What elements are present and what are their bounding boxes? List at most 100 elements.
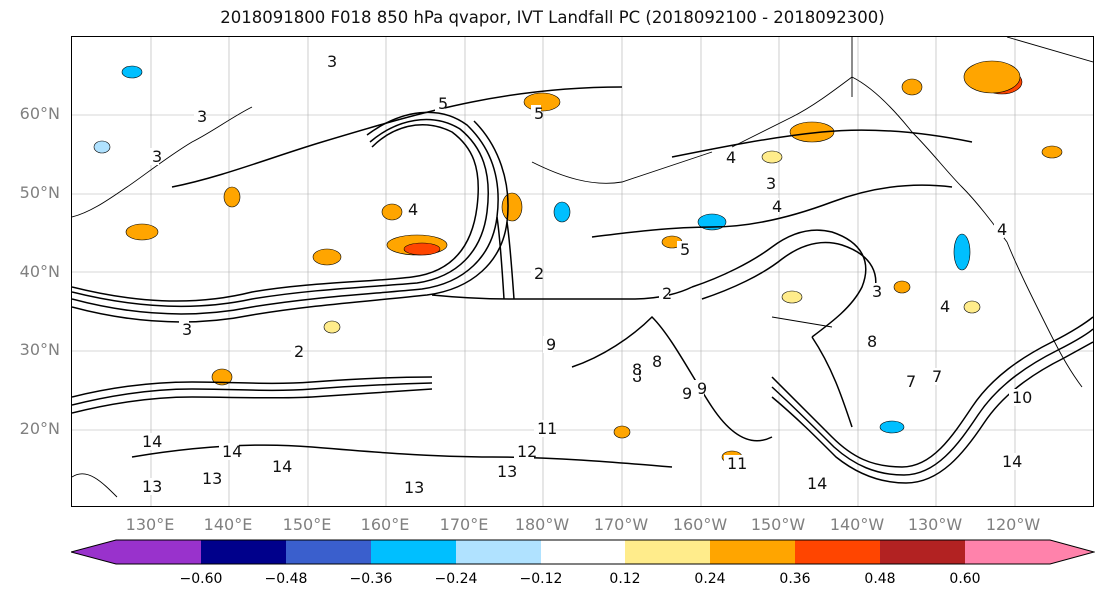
colorbar-segment <box>965 540 1050 564</box>
contour-label: 13 <box>142 477 162 496</box>
anomaly-patch <box>963 300 981 314</box>
contour-label-bg <box>629 361 639 378</box>
contour-label: 3 <box>182 320 192 339</box>
anomaly-patch <box>1041 145 1063 159</box>
colorbar-extend-min <box>71 540 116 564</box>
contour-label-bg <box>869 283 879 300</box>
contour-label-bg <box>763 175 773 192</box>
colorbar-tick-2: −0.48 <box>264 571 308 587</box>
contour-label-bg <box>659 285 669 302</box>
contour-label-bg <box>1009 389 1029 406</box>
contour-label: 9 <box>697 379 707 398</box>
contour-label-bg <box>435 95 445 112</box>
contour-label: 3 <box>766 174 776 193</box>
contour-label: 14 <box>272 457 292 476</box>
colorbar-tick-4: −0.24 <box>434 571 478 587</box>
contour-label-bg <box>531 105 541 122</box>
contour-label-bg <box>724 455 744 472</box>
contour-label: 14 <box>222 442 242 461</box>
contour-label-bg <box>929 368 939 385</box>
contour-label-bg <box>769 198 779 215</box>
contour-label-bg <box>324 53 334 70</box>
lat-label-40n: 40°N <box>19 262 60 281</box>
lon-label-150e: 150°E <box>282 515 332 534</box>
anomaly-patch <box>403 242 441 256</box>
contour-label-bg <box>679 385 689 402</box>
lon-label-150w: 150°W <box>750 515 806 534</box>
lon-label-120w: 120°W <box>985 515 1041 534</box>
contour-label: 4 <box>997 220 1007 239</box>
contour-label-bg <box>694 380 704 397</box>
anomaly-patch <box>211 368 233 386</box>
contour-label: 14 <box>1002 452 1022 471</box>
colorbar-segment <box>116 540 201 564</box>
contour-labels: 3335544345223243489789101414131314131312… <box>139 52 1032 497</box>
lat-label-20n: 20°N <box>19 419 60 438</box>
contour-label: 5 <box>534 104 544 123</box>
colorbar-extend-max <box>1050 540 1094 564</box>
contour-label: 14 <box>807 474 827 493</box>
contour-label-bg <box>804 475 824 492</box>
lon-label-170w: 170°W <box>593 515 649 534</box>
ivt-contours <box>72 86 1093 484</box>
contour-label: 8 <box>867 332 877 351</box>
contour-label: 13 <box>404 478 424 497</box>
anomaly-patch <box>781 290 803 304</box>
lon-label-130w: 130°W <box>907 515 963 534</box>
anomaly-patch <box>613 425 631 439</box>
lon-label-140w: 140°W <box>829 515 885 534</box>
colorbar-segment <box>795 540 880 564</box>
anomaly-patch <box>893 280 911 294</box>
anomaly-patch <box>953 233 971 271</box>
colorbar-tick-6: 0.12 <box>609 571 641 587</box>
contour-label: 2 <box>294 342 304 361</box>
contour-label: 8 <box>652 352 662 371</box>
contour-label: 4 <box>772 197 782 216</box>
coastlines <box>72 37 1093 498</box>
contour-label-bg <box>149 148 159 165</box>
figure-title: 2018091800 F018 850 hPa qvapor, IVT Land… <box>220 8 885 27</box>
anomaly-patch <box>125 223 159 241</box>
lon-label-130e: 130°E <box>125 515 175 534</box>
contour-label-bg <box>649 353 659 370</box>
anomaly-shading <box>93 60 1063 464</box>
colorbar-segment <box>456 540 541 564</box>
colorbar-tick-10: 0.60 <box>949 571 981 587</box>
contour-label-bg <box>291 343 301 360</box>
colorbar-tick-5: −0.12 <box>519 571 563 587</box>
contour-label: 8 <box>632 360 642 379</box>
colorbar-segment <box>371 540 456 564</box>
colorbar-segment <box>201 540 286 564</box>
contour-label-bg <box>864 333 874 350</box>
contour-label: 9 <box>546 335 556 354</box>
contour-label: 2 <box>662 284 672 303</box>
colorbar-segment <box>710 540 795 564</box>
anomaly-patch <box>93 140 111 154</box>
contour-label-bg <box>194 108 204 125</box>
colorbar-segment <box>880 540 965 564</box>
colorbar-outline <box>71 539 1095 565</box>
contour-label-bg <box>219 443 239 460</box>
contour-label-bg <box>999 453 1019 470</box>
anomaly-patch <box>121 65 143 79</box>
lat-label-50n: 50°N <box>19 183 60 202</box>
contour-label-bg <box>531 265 541 282</box>
contour-label: 12 <box>517 442 537 461</box>
contour-label-bg <box>139 478 159 495</box>
lat-label-60n: 60°N <box>19 104 60 123</box>
contour-label: 3 <box>197 107 207 126</box>
anomaly-patch <box>381 203 403 221</box>
contour-label-bg <box>405 201 415 218</box>
colorbar-tick-9: 0.48 <box>864 571 896 587</box>
lon-label-170e: 170°E <box>439 515 489 534</box>
contour-label-bg <box>543 336 553 353</box>
colorbar-segment <box>541 540 625 564</box>
anomaly-patch <box>323 320 341 334</box>
contour-label: 5 <box>680 240 690 259</box>
contour-label: 13 <box>202 469 222 488</box>
contour-label-bg <box>937 298 947 315</box>
lon-label-140e: 140°E <box>203 515 253 534</box>
contour-label: 3 <box>152 147 162 166</box>
contour-label: 5 <box>438 94 448 113</box>
contour-label-bg <box>723 149 733 166</box>
